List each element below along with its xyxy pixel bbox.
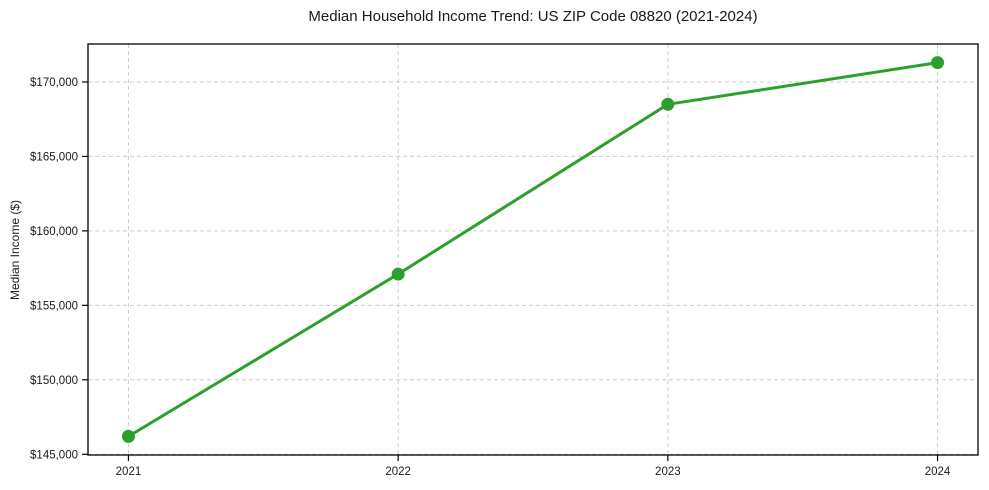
chart-title: Median Household Income Trend: US ZIP Co… bbox=[308, 8, 758, 25]
y-tick-label: $155,000 bbox=[30, 300, 78, 312]
data-point-marker bbox=[391, 267, 405, 281]
y-tick-label: $160,000 bbox=[30, 226, 78, 238]
data-point-marker bbox=[121, 429, 135, 443]
y-tick-label: $165,000 bbox=[30, 151, 78, 163]
x-tick-label: 2023 bbox=[655, 466, 681, 478]
trend-line bbox=[126, 61, 940, 438]
x-tick-label: 2022 bbox=[385, 466, 411, 478]
y-tick-label: $145,000 bbox=[30, 449, 78, 461]
data-point-marker bbox=[931, 56, 945, 70]
y-tick-label: $150,000 bbox=[30, 375, 78, 387]
data-point-marker bbox=[661, 97, 675, 111]
plot-border bbox=[87, 43, 979, 456]
x-tick-label: 2021 bbox=[116, 466, 142, 478]
x-tick-label: 2024 bbox=[925, 466, 951, 478]
y-tick-label: $170,000 bbox=[30, 77, 78, 89]
